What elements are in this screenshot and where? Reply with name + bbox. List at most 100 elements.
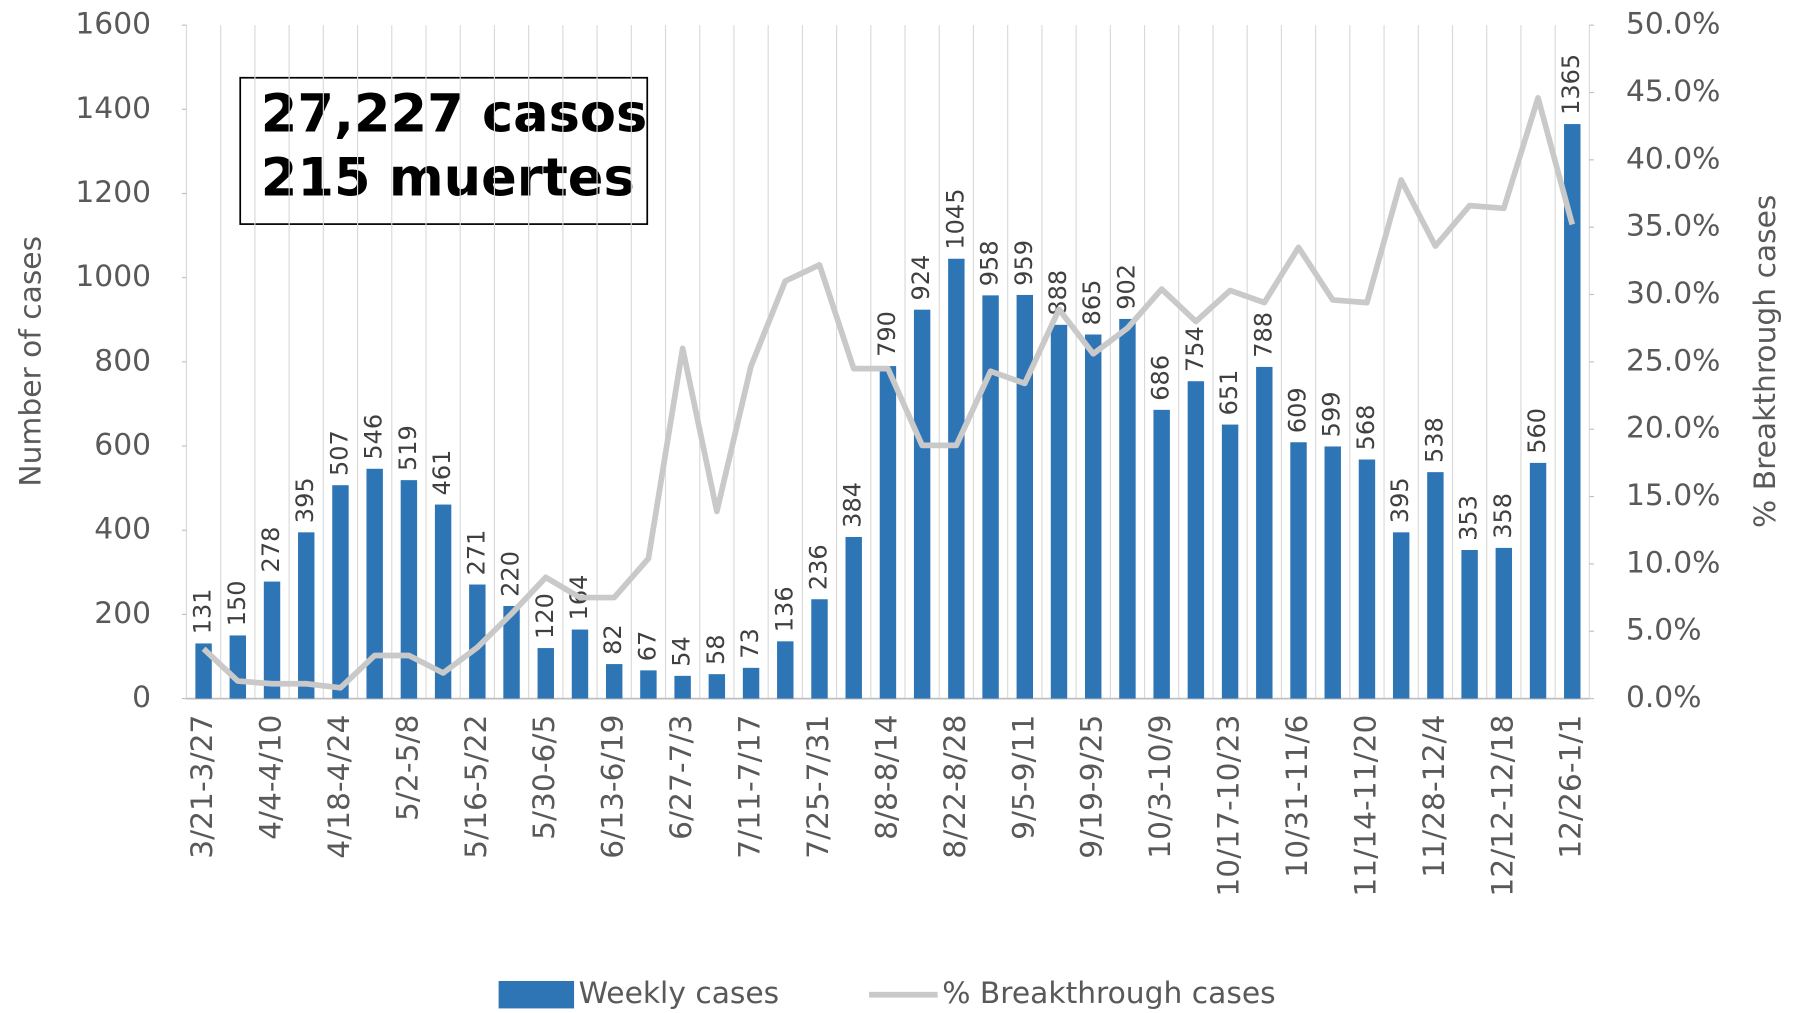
value-label: 924 <box>907 255 935 301</box>
line <box>201 95 1576 691</box>
bar <box>845 536 862 699</box>
x-tick-label: 8/8-8/14 <box>869 715 904 840</box>
y2-tick-label: 35.0% <box>1626 209 1720 244</box>
bar <box>298 532 315 699</box>
bar <box>537 648 554 699</box>
bar <box>811 599 828 699</box>
bar <box>1495 547 1513 699</box>
legend-label: Weekly cases <box>579 976 780 1011</box>
y2-tick-label: 25.0% <box>1626 343 1720 378</box>
bar <box>640 670 657 699</box>
y-tick-label: 1200 <box>75 175 151 210</box>
bar <box>1427 472 1444 699</box>
value-label: 754 <box>1181 326 1209 372</box>
value-label: 353 <box>1455 495 1483 541</box>
x-tick-label: 7/25-7/31 <box>801 715 836 859</box>
x-tick-label: 10/31-11/6 <box>1280 715 1315 878</box>
value-label: 73 <box>736 628 764 659</box>
value-label: 651 <box>1215 370 1243 416</box>
value-label: 609 <box>1284 387 1312 433</box>
bar <box>674 675 691 699</box>
bar <box>1016 294 1034 699</box>
value-label: 538 <box>1420 417 1448 463</box>
y2-tick-label: 15.0% <box>1626 478 1720 513</box>
value-label: 271 <box>462 530 490 576</box>
bar <box>1461 550 1478 699</box>
y-tick-label: 1400 <box>75 91 151 126</box>
value-label: 358 <box>1489 493 1517 539</box>
x-tick-label: 9/5-9/11 <box>1006 715 1041 840</box>
value-label: 395 <box>291 477 319 523</box>
y2-tick-label: 45.0% <box>1626 74 1720 109</box>
y-tick-label: 0 <box>132 680 151 715</box>
value-label: 1365 <box>1557 54 1585 115</box>
bar <box>1119 318 1136 699</box>
value-label: 136 <box>770 586 798 632</box>
bar <box>742 667 760 699</box>
x-tick-label: 5/16-5/22 <box>459 715 494 859</box>
y-tick-label: 1000 <box>75 259 151 294</box>
value-label: 395 <box>1386 477 1414 523</box>
x-tick-label: 6/27-7/3 <box>664 715 699 840</box>
annotation: 215 muertes <box>261 147 635 208</box>
annotation: 27,227 casos <box>261 83 648 144</box>
bar <box>332 485 349 699</box>
bar <box>366 468 383 699</box>
y2-tick-label: 50.0% <box>1626 7 1720 42</box>
y-tick-label: 600 <box>94 428 151 463</box>
value-label: 384 <box>839 482 867 528</box>
bar <box>1153 409 1170 699</box>
bar <box>1358 459 1376 699</box>
value-label: 599 <box>1318 392 1346 438</box>
value-label: 865 <box>1078 280 1106 326</box>
bar <box>948 258 965 699</box>
x-tick-label: 12/26-1/1 <box>1554 715 1589 859</box>
x-tick-label: 10/3-10/9 <box>1143 715 1178 859</box>
bar <box>982 295 999 699</box>
annotation-box <box>239 76 649 225</box>
y2-axis-title: % Breakthrough cases <box>1748 195 1783 528</box>
x-tick-label: 11/14-11/20 <box>1348 715 1383 897</box>
bar <box>1290 442 1307 699</box>
value-label: 568 <box>1352 405 1380 451</box>
y2-tick-label: 5.0% <box>1626 613 1702 648</box>
value-label: 82 <box>599 624 627 655</box>
bar <box>195 643 212 699</box>
y2-tick-label: 30.0% <box>1626 276 1720 311</box>
bar <box>1050 324 1068 699</box>
bar <box>571 629 589 699</box>
bar <box>879 366 897 699</box>
y-axis-title: Number of cases <box>14 236 49 487</box>
bar <box>913 309 931 699</box>
bar <box>503 605 520 699</box>
value-label: 959 <box>1010 240 1038 286</box>
bar <box>263 581 281 699</box>
legend-swatch <box>498 980 575 1009</box>
value-label: 519 <box>394 425 422 471</box>
y-tick-label: 1600 <box>75 7 151 42</box>
legend-label: % Breakthrough cases <box>942 976 1275 1011</box>
y2-tick-label: 40.0% <box>1626 141 1720 176</box>
value-label: 560 <box>1523 408 1551 454</box>
bar <box>229 635 247 699</box>
value-label: 236 <box>804 544 832 590</box>
value-label: 150 <box>223 580 251 626</box>
bar <box>777 641 794 699</box>
bar <box>1256 366 1273 699</box>
y-tick-label: 400 <box>94 512 151 547</box>
value-label: 278 <box>257 527 285 573</box>
x-tick-label: 11/28-12/4 <box>1417 715 1452 878</box>
bar <box>1324 446 1341 699</box>
bar <box>1085 334 1102 699</box>
value-label: 958 <box>976 240 1004 286</box>
y2-tick-label: 10.0% <box>1626 545 1720 580</box>
value-label: 120 <box>531 593 559 639</box>
x-tick-label: 8/22-8/28 <box>938 715 973 859</box>
bar <box>1564 124 1581 699</box>
bar <box>434 504 452 699</box>
y2-tick-label: 20.0% <box>1626 411 1720 446</box>
x-tick-label: 4/18-4/24 <box>322 715 357 859</box>
value-label: 902 <box>1112 264 1140 310</box>
x-tick-label: 9/19-9/25 <box>1075 715 1110 859</box>
